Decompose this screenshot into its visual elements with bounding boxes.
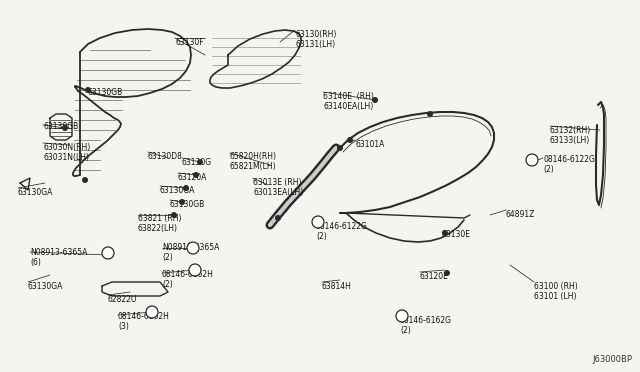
Text: 08146-6162G
(2): 08146-6162G (2) [400,316,452,336]
Text: B: B [400,314,404,318]
Circle shape [85,87,91,93]
Circle shape [347,137,353,143]
Circle shape [183,185,189,191]
Text: 63130GB: 63130GB [170,200,205,209]
Text: 63140E  (RH)
63140EA(LH): 63140E (RH) 63140EA(LH) [323,92,374,111]
Text: 63120E: 63120E [420,272,449,281]
Text: 63130E: 63130E [442,230,471,239]
Text: B: B [316,219,320,224]
Circle shape [82,177,88,183]
Circle shape [427,111,433,117]
Circle shape [312,216,324,228]
Circle shape [62,125,68,131]
Text: 63013E (RH)
63013EA(LH): 63013E (RH) 63013EA(LH) [253,178,303,198]
Text: 63130GB: 63130GB [87,88,122,97]
Circle shape [179,199,185,205]
Text: 63120A: 63120A [178,173,207,182]
Circle shape [275,215,281,221]
Text: 64891Z: 64891Z [506,210,536,219]
Text: 63101A: 63101A [355,140,385,149]
Circle shape [442,230,448,236]
Circle shape [444,270,450,276]
Text: 63130F: 63130F [175,38,204,47]
Text: N08913-6365A
(2): N08913-6365A (2) [162,243,220,262]
Text: 63814H: 63814H [322,282,352,291]
Text: 08146-6162H
(2): 08146-6162H (2) [162,270,214,289]
Circle shape [372,97,378,103]
Text: 63130GB: 63130GB [43,122,78,131]
Text: N: N [106,250,111,256]
Circle shape [197,159,203,165]
Text: 63821 (RH)
63822(LH): 63821 (RH) 63822(LH) [138,214,182,233]
Circle shape [146,306,158,318]
Text: N08913-6365A
(6): N08913-6365A (6) [30,248,88,267]
Text: 63130G: 63130G [182,158,212,167]
Text: J63000BP: J63000BP [592,355,632,364]
Text: 63130GA: 63130GA [18,188,53,197]
Text: 63130GA: 63130GA [28,282,63,291]
Circle shape [193,172,199,178]
Text: B: B [193,267,197,273]
Circle shape [337,145,343,151]
Text: B: B [530,157,534,163]
Text: 63030N(RH)
63031N(LH): 63030N(RH) 63031N(LH) [43,143,90,163]
Circle shape [396,310,408,322]
Circle shape [171,212,177,218]
Text: 08146-6122G
(2): 08146-6122G (2) [543,155,595,174]
Text: 63100 (RH)
63101 (LH): 63100 (RH) 63101 (LH) [534,282,578,301]
Circle shape [189,264,201,276]
Text: 63132(RH)
63133(LH): 63132(RH) 63133(LH) [550,126,591,145]
Text: 62822U: 62822U [108,295,138,304]
Circle shape [102,247,114,259]
Text: 63130D8: 63130D8 [148,152,183,161]
Text: 08146-6122G
(2): 08146-6122G (2) [316,222,368,241]
Text: 08146-6162H
(3): 08146-6162H (3) [118,312,170,331]
Text: N: N [190,246,196,250]
Circle shape [526,154,538,166]
Circle shape [187,242,199,254]
Text: 63130GA: 63130GA [160,186,195,195]
Text: 65820H(RH)
65821M(LH): 65820H(RH) 65821M(LH) [230,152,277,171]
Text: B: B [150,310,154,314]
Text: 63130(RH)
63131(LH): 63130(RH) 63131(LH) [295,30,337,49]
